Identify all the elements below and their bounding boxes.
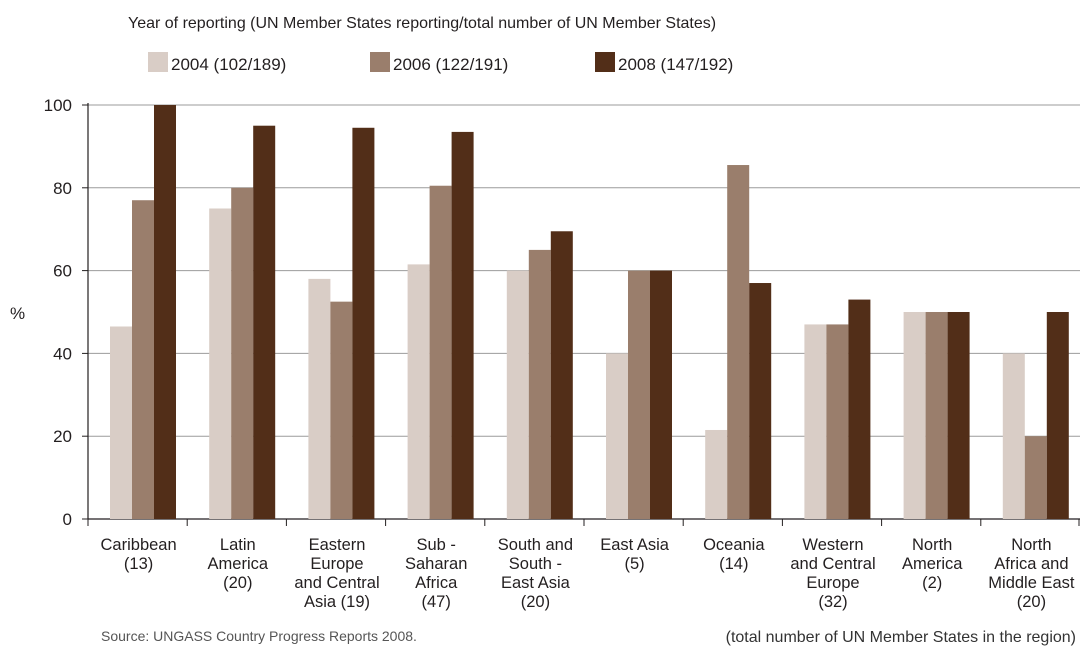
bar-2006-5 xyxy=(628,270,650,519)
legend-label-2004: 2004 (102/189) xyxy=(171,55,286,74)
category-label-4: South and South -East Asia (20) xyxy=(498,536,573,611)
bar-2004-0 xyxy=(110,326,132,519)
bar-2006-0 xyxy=(132,200,154,519)
legend-label-2008: 2008 (147/192) xyxy=(618,55,733,74)
bar-2008-4 xyxy=(550,231,573,519)
bar-2004-9 xyxy=(1002,353,1025,519)
category-labels: Caribbean (13) Latin America (20) Eastern Euro… xyxy=(101,536,1075,611)
bar-2004-8 xyxy=(903,312,926,519)
bar-2008-0 xyxy=(154,105,176,519)
category-label-8: North America (2) xyxy=(902,536,963,592)
bar-2006-4 xyxy=(528,249,551,519)
bar-2008-6 xyxy=(749,283,772,519)
bar-2004-6 xyxy=(705,429,728,519)
category-label-9: North Africa and Middle East (20) xyxy=(988,536,1075,611)
bar-2004-5 xyxy=(606,353,628,519)
bar-2004-3 xyxy=(407,264,430,519)
bars xyxy=(110,105,1069,520)
bar-2004-2 xyxy=(308,278,331,519)
bar-2006-6 xyxy=(727,165,750,519)
bar-2006-7 xyxy=(826,324,849,519)
bar-2008-5 xyxy=(650,270,672,519)
category-label-1: Latin America (20) xyxy=(208,536,269,592)
category-label-0: Caribbean (13) xyxy=(101,536,177,573)
legend-label-2006: 2006 (122/191) xyxy=(393,55,508,74)
bar-2008-3 xyxy=(451,131,474,519)
y-tick-label-80: 80 xyxy=(53,179,72,198)
bar-2006-3 xyxy=(429,185,452,520)
legend-title: Year of reporting (UN Member States repo… xyxy=(128,15,716,32)
bar-2008-1 xyxy=(253,125,276,519)
bar-2004-4 xyxy=(506,270,529,519)
source-note: Source: UNGASS Country Progress Reports … xyxy=(101,628,417,644)
bar-2006-1 xyxy=(231,187,254,520)
bar-2004-7 xyxy=(804,324,827,519)
category-label-7: Western and Central Europe (32) xyxy=(790,536,875,611)
y-tick-label-20: 20 xyxy=(53,427,72,446)
legend-swatch-2006 xyxy=(370,52,390,72)
bar-2008-7 xyxy=(848,299,871,519)
y-axis-label: % xyxy=(10,304,25,323)
y-tick-label-100: 100 xyxy=(44,96,72,115)
legend-swatch-2004 xyxy=(148,52,168,72)
category-label-6: Oceania (14) xyxy=(703,536,765,573)
y-tick-label-40: 40 xyxy=(53,344,72,363)
region-count-note: (total number of UN Member States in the… xyxy=(726,629,1076,646)
bar-2008-9 xyxy=(1046,312,1069,519)
y-tick-label-0: 0 xyxy=(63,510,72,529)
category-label-5: East Asia (5) xyxy=(600,536,670,573)
legend-swatch-2008 xyxy=(595,52,615,72)
bar-2006-9 xyxy=(1024,436,1047,519)
bar-2006-2 xyxy=(330,301,353,519)
bar-2004-1 xyxy=(209,208,232,519)
y-tick-label-60: 60 xyxy=(53,262,72,281)
category-label-2: Eastern Europe and Central Asia (19) xyxy=(294,536,379,611)
bar-2008-2 xyxy=(352,127,375,520)
category-label-3: Sub -Saharan Africa (47) xyxy=(405,536,467,611)
bar-2008-8 xyxy=(947,312,970,519)
legend: 2004 (102/189) 2006 (122/191) 2008 (147/19… xyxy=(148,52,733,74)
bar-2006-8 xyxy=(925,312,948,519)
